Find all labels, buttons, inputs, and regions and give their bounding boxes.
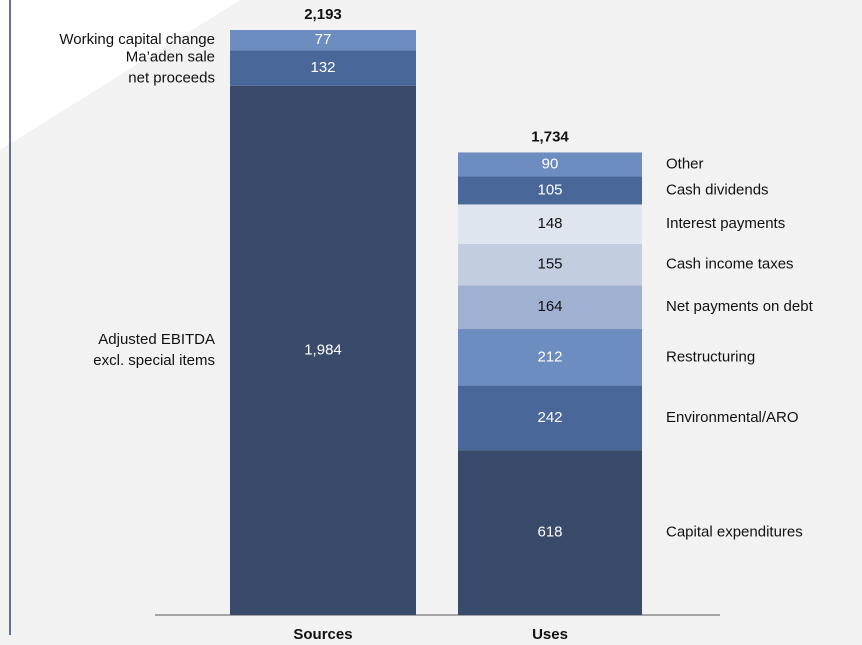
segment-name: Adjusted EBITDA [98,331,215,348]
bar-segment [458,243,642,286]
segment-name: Other [666,155,704,172]
segment-name: Ma’aden sale [126,49,215,66]
segment-name: Cash income taxes [666,256,794,273]
total-label: 2,193 [304,6,342,23]
data-label: 132 [310,59,335,76]
segment-name: Working capital change [59,31,215,48]
bar-segment [458,450,642,615]
x-tick-label: Sources [293,626,352,643]
bar-segment [458,152,642,177]
data-label: 618 [537,524,562,541]
data-label: 1,984 [304,341,342,358]
bar-segment [458,204,642,244]
bar-segment [458,385,642,451]
data-label: 77 [315,31,332,48]
segment-name: excl. special items [93,352,215,369]
bar-segment [230,85,416,616]
total-label: 1,734 [531,128,569,145]
segment-name: net proceeds [128,70,215,87]
bar-segment [458,176,642,205]
segment-name: Environmental/ARO [666,409,799,426]
data-label: 164 [537,298,562,315]
bar-segment [458,329,642,386]
bar-segment [230,30,416,51]
data-label: 105 [537,181,562,198]
segment-name: Restructuring [666,348,755,365]
bar-segment [230,50,416,86]
data-label: 148 [537,215,562,232]
data-label: 212 [537,348,562,365]
x-tick-label: Uses [532,626,568,643]
segment-name: Cash dividends [666,181,769,198]
data-label: 155 [537,256,562,273]
data-label: 242 [537,409,562,426]
segment-name: Interest payments [666,215,785,232]
decor-stripe [0,0,240,150]
bar-segment [458,285,642,330]
segment-name: Net payments on debt [666,298,814,315]
data-label: 90 [542,155,559,172]
segment-name: Capital expenditures [666,524,803,541]
